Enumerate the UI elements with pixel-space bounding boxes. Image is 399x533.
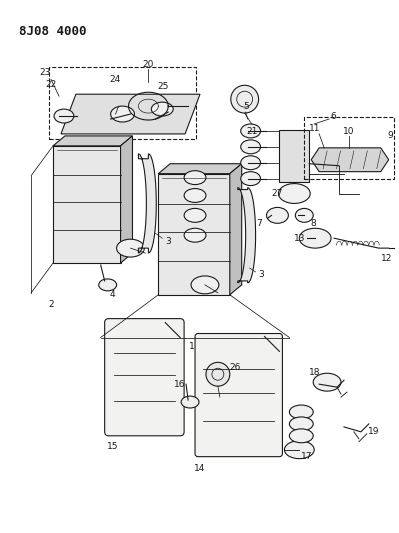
Polygon shape <box>120 136 132 263</box>
FancyBboxPatch shape <box>195 334 282 457</box>
Ellipse shape <box>267 207 288 223</box>
Polygon shape <box>238 188 256 283</box>
Text: 15: 15 <box>107 442 119 451</box>
Polygon shape <box>158 164 242 174</box>
Text: 16: 16 <box>174 379 186 389</box>
Ellipse shape <box>241 140 261 154</box>
FancyBboxPatch shape <box>53 146 120 263</box>
Text: 13: 13 <box>294 233 305 243</box>
Ellipse shape <box>289 429 313 443</box>
Ellipse shape <box>181 396 199 408</box>
Text: 9: 9 <box>388 132 393 140</box>
Text: 24: 24 <box>109 75 120 84</box>
Ellipse shape <box>117 239 144 257</box>
Ellipse shape <box>151 102 173 116</box>
Text: 3: 3 <box>165 237 171 246</box>
Ellipse shape <box>295 208 313 222</box>
Text: 18: 18 <box>310 368 321 377</box>
Circle shape <box>206 362 230 386</box>
FancyBboxPatch shape <box>158 174 230 295</box>
Polygon shape <box>230 164 242 295</box>
Ellipse shape <box>99 279 117 291</box>
Text: 12: 12 <box>381 254 392 263</box>
Ellipse shape <box>299 228 331 248</box>
Text: 21: 21 <box>246 127 257 136</box>
Text: 1: 1 <box>189 342 195 351</box>
Text: 22: 22 <box>45 80 57 89</box>
Ellipse shape <box>184 189 206 203</box>
Ellipse shape <box>111 106 134 122</box>
Text: 5: 5 <box>243 102 249 111</box>
Text: 8: 8 <box>310 219 316 228</box>
Circle shape <box>231 85 259 113</box>
Ellipse shape <box>284 441 314 459</box>
Text: 4: 4 <box>110 290 115 300</box>
FancyBboxPatch shape <box>279 130 309 182</box>
Polygon shape <box>61 94 200 134</box>
Polygon shape <box>311 148 389 172</box>
Text: 20: 20 <box>143 60 154 69</box>
Text: 6: 6 <box>330 111 336 120</box>
Ellipse shape <box>289 417 313 431</box>
Text: 7: 7 <box>257 219 263 228</box>
Polygon shape <box>138 154 156 253</box>
Ellipse shape <box>241 156 261 169</box>
Text: 25: 25 <box>158 82 169 91</box>
Ellipse shape <box>241 124 261 138</box>
Text: 10: 10 <box>343 127 355 136</box>
Polygon shape <box>53 136 132 146</box>
Ellipse shape <box>184 208 206 222</box>
FancyBboxPatch shape <box>105 319 184 436</box>
Text: 14: 14 <box>194 464 205 473</box>
Text: 17: 17 <box>300 452 312 461</box>
Text: 8J08 4000: 8J08 4000 <box>19 25 87 38</box>
Ellipse shape <box>191 276 219 294</box>
Ellipse shape <box>54 109 74 123</box>
Ellipse shape <box>184 171 206 184</box>
Text: 26: 26 <box>229 363 241 372</box>
Text: 23: 23 <box>40 68 51 77</box>
Ellipse shape <box>279 183 310 204</box>
Text: 11: 11 <box>310 125 321 133</box>
Ellipse shape <box>313 373 341 391</box>
Ellipse shape <box>184 228 206 242</box>
Ellipse shape <box>289 405 313 419</box>
Text: 19: 19 <box>368 427 379 437</box>
Ellipse shape <box>241 172 261 185</box>
Text: 2: 2 <box>48 300 54 309</box>
Text: 3: 3 <box>259 270 265 279</box>
Text: 27: 27 <box>272 189 283 198</box>
